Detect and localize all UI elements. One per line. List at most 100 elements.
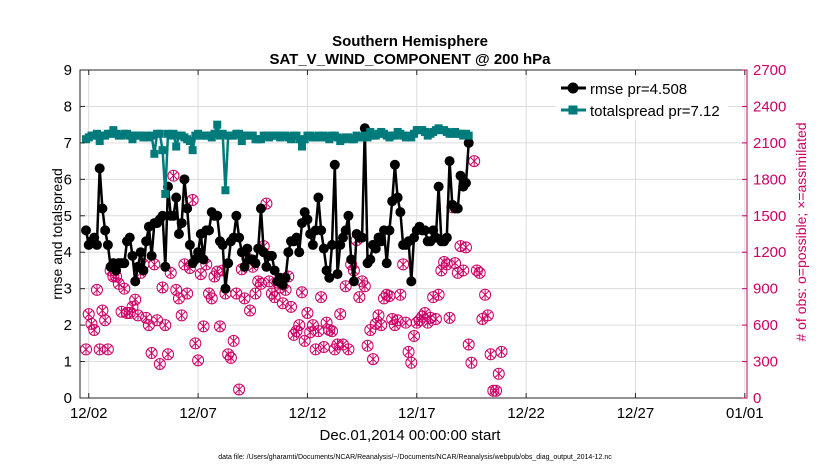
rmse-point [146,250,157,261]
obs-assimilated-marker [344,344,353,355]
rmse-point [171,192,182,203]
x-tick-label: 12/17 [398,405,436,422]
obs-possible-marker [222,348,235,361]
obs-assimilated-marker [278,298,287,309]
obs-assimilated-marker [95,344,104,355]
obs-possible-marker [238,292,251,305]
y-tick-label-right: 2700 [753,62,786,79]
rmse-point [231,210,242,221]
obs-assimilated-marker [407,357,416,368]
rmse-point [370,243,381,254]
obs-possible-marker [361,339,374,352]
obs-possible-marker [88,323,101,336]
obs-assimilated-marker [191,338,200,349]
rmse-point [376,236,387,247]
rmse-point [406,276,417,287]
rmse-point [102,239,113,250]
data-file-note: data file: /Users/gharamti/Documents/NCA… [218,454,612,461]
totalspread-point [95,137,104,146]
rmse-point [173,229,184,239]
obs-assimilated-marker [226,352,236,363]
rmse-point [179,174,190,185]
obs-assimilated-marker [398,259,408,270]
rmse-line [84,127,470,290]
obs-possible-marker [276,297,289,310]
obs-assimilated-marker [467,357,476,368]
rmse-point [441,232,452,243]
obs-possible-marker [334,308,347,321]
obs-possible-marker [315,291,328,304]
rmse-point [269,265,280,276]
x-axis-label: Dec.01,2014 00:00:00 start [320,427,502,444]
obs-assimilated-marker [368,354,378,365]
obs-possible-marker [320,316,333,329]
obs-possible-marker [164,266,177,279]
obs-assimilated-marker [103,344,113,355]
obs-assimilated-marker [270,292,279,303]
obs-possible-marker [490,384,503,397]
obs-assimilated-marker [319,341,328,352]
obs-possible-marker [265,287,278,300]
obs-assimilated-marker [327,326,337,337]
obs-possible-marker [495,345,508,358]
y-axis-label-left: rmse and totalspread [49,168,65,300]
rmse-point [135,247,146,258]
rmse-point [324,272,335,283]
obs-assimilated-marker [336,309,345,320]
obs-assimilated-marker [144,320,154,331]
y-tick-label-right: 2400 [753,98,786,115]
totalspread-point [218,129,227,138]
obs-possible-marker [80,343,93,356]
y-tick-label-left: 5 [64,208,72,225]
y-tick-label-left: 1 [64,354,72,371]
rmse-point [138,265,149,276]
obs-assimilated-marker [377,320,386,331]
rmse-point [291,232,302,243]
rmse-point [329,159,340,170]
rmse-point [294,247,305,258]
rmse-point [313,192,324,203]
y-tick-label-left: 3 [64,281,72,298]
obs-possible-marker [181,287,194,300]
rmse-point [198,254,209,265]
obs-assimilated-marker [234,384,244,395]
obs-possible-marker [99,314,112,327]
rmse-point [395,207,406,218]
obs-possible-marker [189,337,202,350]
obs-assimilated-marker [100,315,110,326]
obs-possible-marker [487,384,500,397]
obs-possible-marker [304,326,317,339]
obs-possible-marker [156,281,169,294]
obs-assimilated-marker [409,331,419,342]
rmse-point [452,203,463,214]
rmse-point [130,276,141,287]
rmse-point [327,239,338,250]
line-layer [81,120,474,294]
rmse-point [182,203,193,214]
obs-assimilated-marker [158,282,167,293]
rmse-point [444,156,455,167]
rmse-point [307,239,318,250]
obs-assimilated-marker [207,293,216,304]
rmse-point [280,272,291,283]
obs-assimilated-marker [497,346,506,357]
rmse-point [97,203,108,214]
obs-assimilated-marker [295,320,304,331]
legend-rmse-label: rmse pr=4.508 [590,81,687,98]
y-axis-left: 0 1 2 3 4 5 6 7 8 9 [64,62,85,407]
rmse-point [204,225,215,236]
obs-possible-marker [492,367,505,380]
rmse-point [261,261,272,272]
rmse-point [234,232,245,243]
obs-assimilated-marker [256,278,266,289]
obs-assimilated-marker [459,265,468,276]
obs-assimilated-marker [396,289,405,300]
obs-assimilated-marker [464,339,473,350]
rmse-point [217,239,228,250]
obs-assimilated-marker [84,309,93,320]
x-tick-label: 12/22 [507,405,545,422]
obs-assimilated-marker [180,259,189,270]
obs-assimilated-marker [374,310,383,321]
rmse-point [419,225,430,236]
obs-assimilated-marker [429,292,438,303]
